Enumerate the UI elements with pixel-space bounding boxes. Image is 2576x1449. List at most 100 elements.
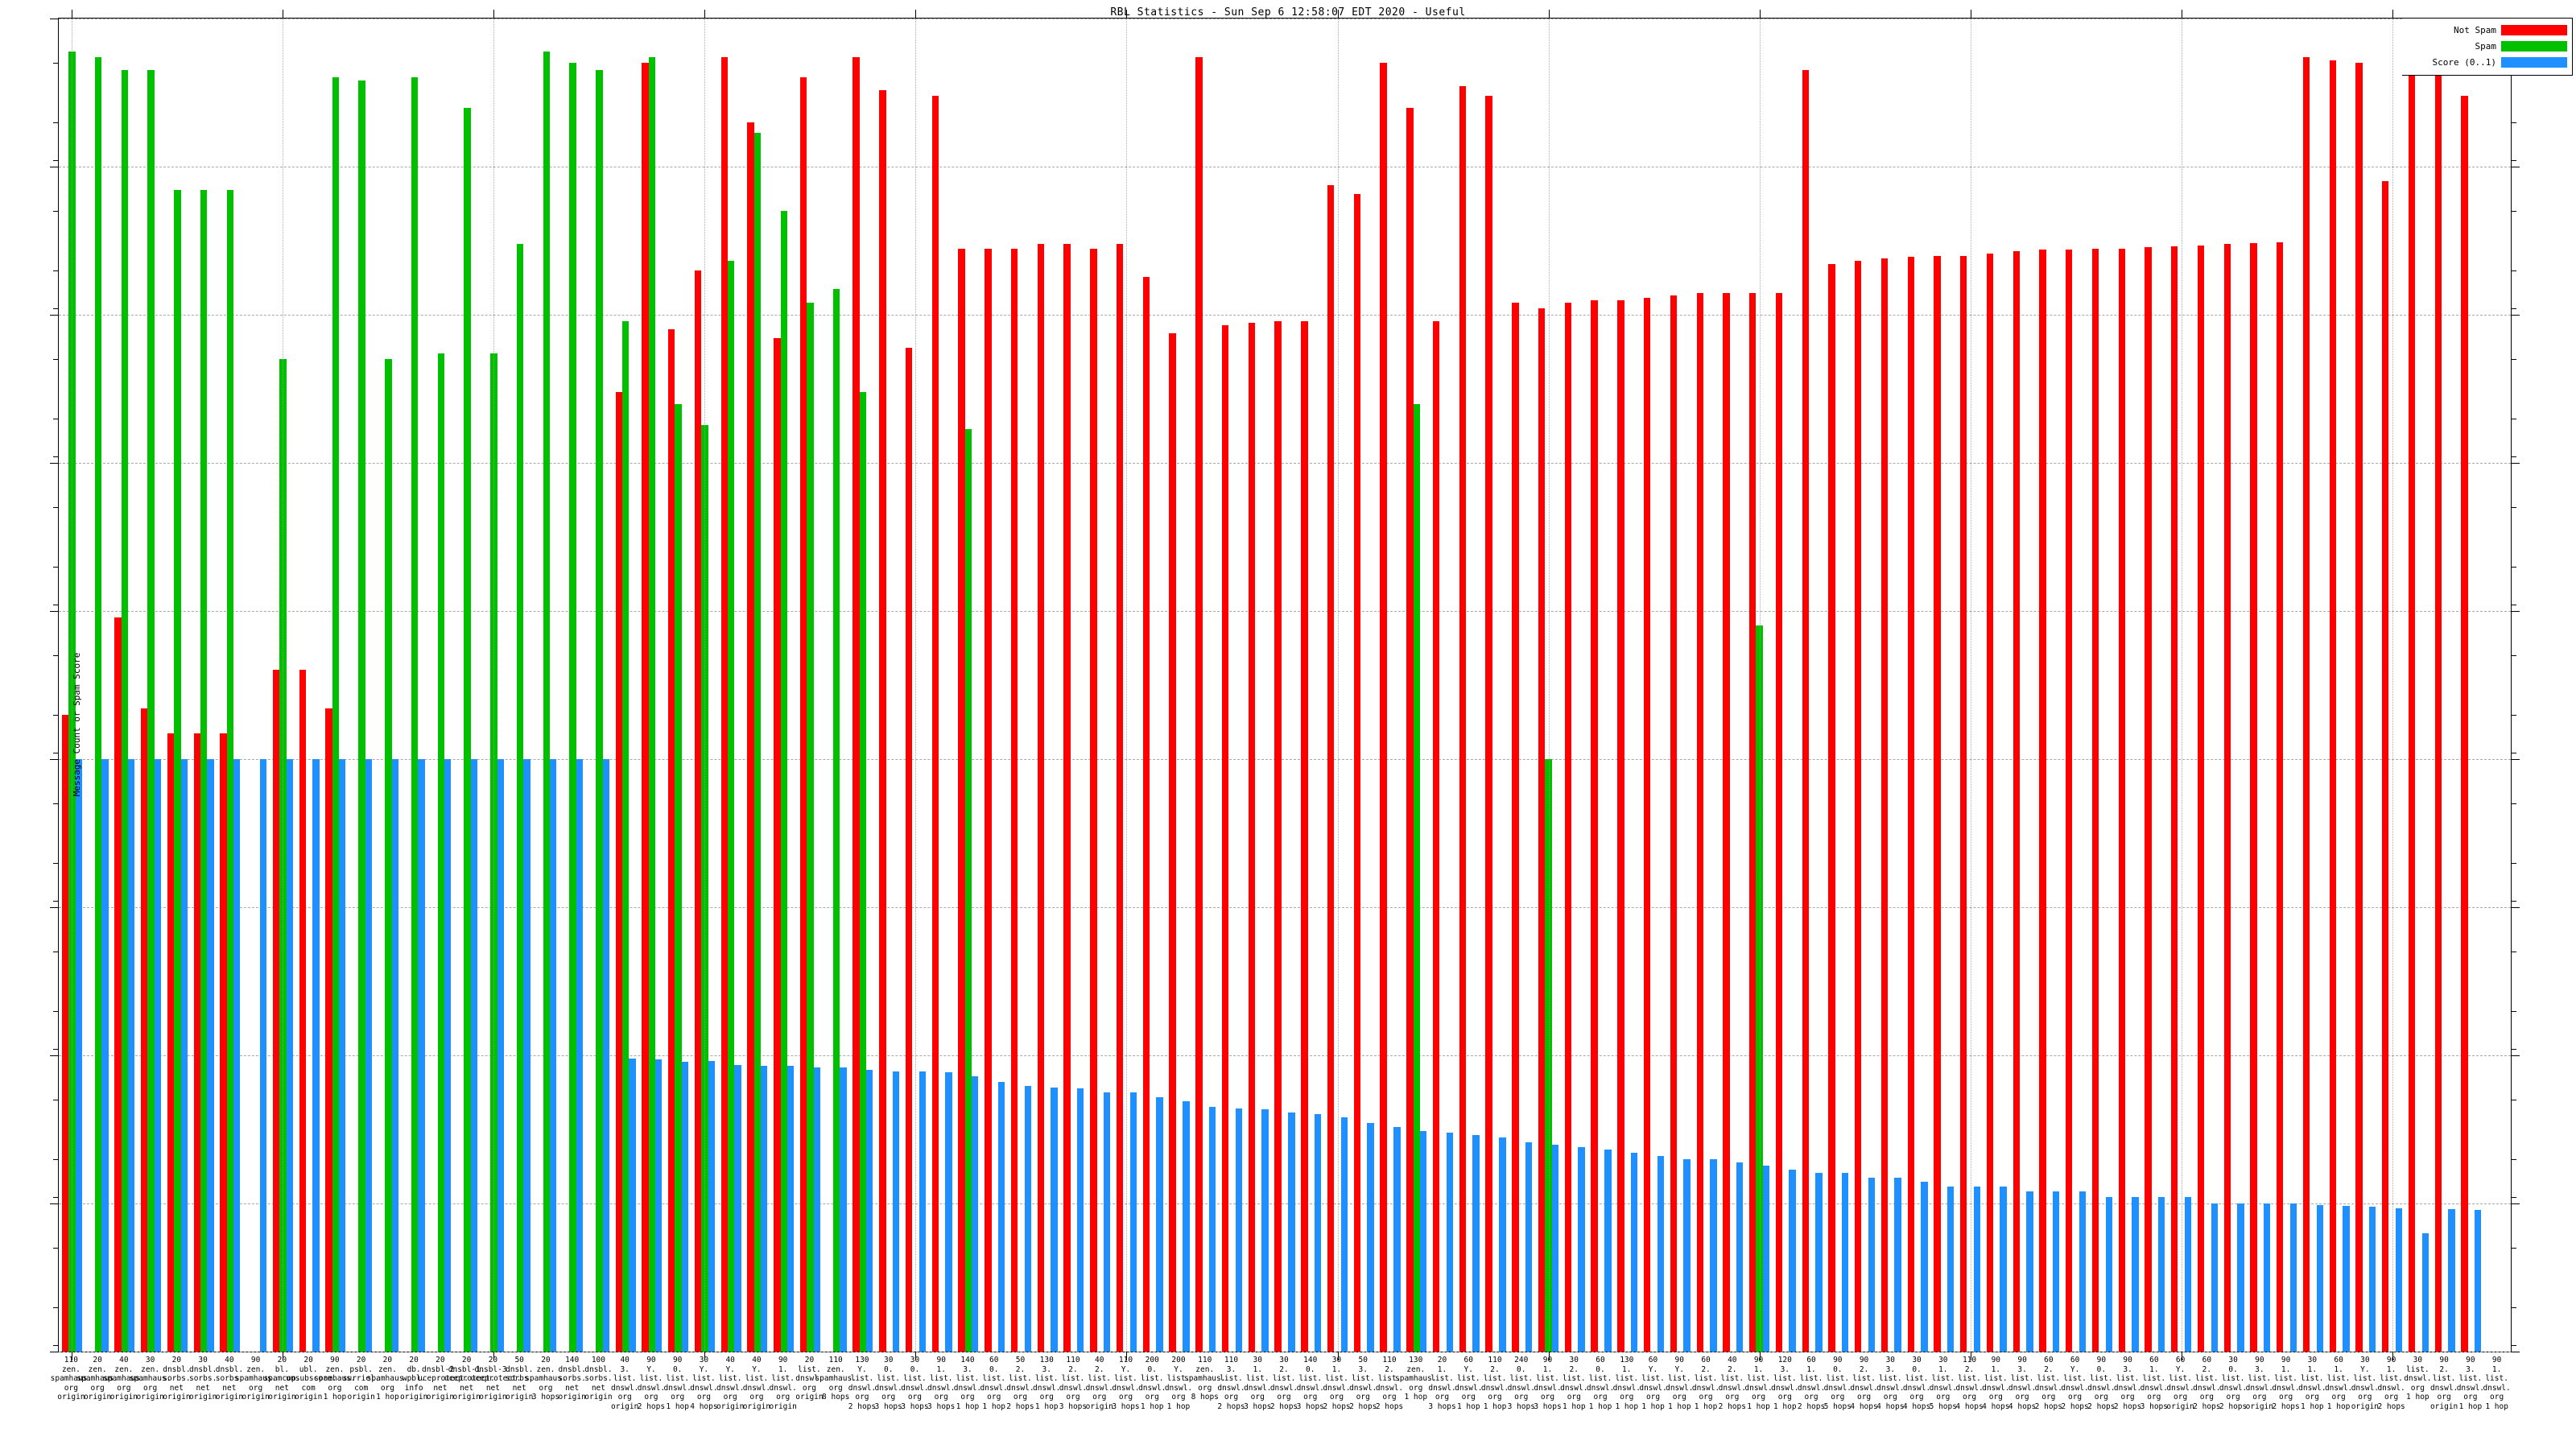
x-tick-label: 20 psbl. surriel. com origin [342,1356,380,1402]
bar-score [550,759,557,1352]
y-tick-minor-right [2511,1196,2516,1198]
bar-score [1077,1088,1084,1352]
y-tick [50,1203,59,1204]
y-tick-minor [53,211,59,213]
bar-not-spam [1116,244,1124,1352]
x-tick-label: 40 dnsbl. sorbs. net origin [215,1356,244,1402]
bar-score [786,1066,795,1352]
y-tick-minor [53,1344,59,1346]
x-tick-label: 20 zen. spamhaus. org origin [76,1356,118,1402]
bar-score [919,1071,926,1352]
x-gridline [1126,19,1128,1352]
bar-score [2289,1203,2297,1352]
bar-score [1288,1113,1295,1352]
bar-group [270,19,296,1352]
bar-group [59,19,85,1352]
x-tick-label: 30 2. list. dnswl. org 1 hop [1560,1356,1588,1411]
bar-group [1351,19,1377,1352]
x-tick-label: 30 2. list. dnswl. org 2 hops [1269,1356,1298,1411]
x-tick-label: 110 zen. spamhaus. org 8 hops [815,1356,857,1402]
bar-group [2141,19,2168,1352]
x-tick-label: 60 1. list. dnswl. org 3 hops [2140,1356,2168,1411]
x-tick-label: 90 zen. spamhaus. org 1 hop [314,1356,356,1402]
bar-group [1403,19,1430,1352]
bar-score [75,759,82,1352]
bar-score [813,1067,820,1352]
bar-score [2264,1203,2271,1352]
bar-spam [121,69,129,1352]
bar-not-spam [799,77,807,1352]
x-tick [1337,10,1339,19]
bar-group [902,19,929,1352]
bar-not-spam [1327,185,1335,1352]
y-tick-minor [53,1307,59,1308]
bar-score [2132,1197,2139,1352]
bar-not-spam [2434,51,2442,1352]
bar-score [1578,1147,1585,1352]
y-tick-minor [53,63,59,64]
bar-group [1667,19,1694,1352]
bar-score [1525,1141,1533,1352]
x-tick-label: 30 3. list. dnswl. org 4 hops [1876,1356,1905,1411]
legend-item-not-spam: Not Spam [2407,22,2567,38]
x-gridline [704,19,706,1352]
bar-not-spam [1880,258,1889,1352]
legend-swatch-spam [2501,40,2567,52]
x-gridline [1548,19,1550,1352]
y-tick-minor [53,159,59,161]
bar-not-spam [325,708,332,1352]
bar-not-spam [1828,264,1835,1352]
bar-spam [833,288,840,1352]
bar-group [2379,19,2405,1352]
bar-spam [490,353,497,1352]
bar-group [1852,19,1878,1352]
bar-group [2221,19,2248,1352]
bar-score [972,1076,979,1352]
bar-group [2458,19,2484,1352]
x-tick-label: 60 2. list. dnswl. org 2 hops [2193,1356,2221,1411]
bar-group [613,19,639,1352]
x-gridline [493,19,495,1352]
x-tick-label: 90 Y. list. dnswl. org 2 hops [637,1356,666,1411]
y-tick-right [2511,611,2520,612]
y-tick-minor [53,1158,59,1160]
y-tick-minor [53,308,59,309]
x-gridline [2392,19,2393,1352]
bar-score [1393,1126,1401,1352]
x-tick-label: 90 1. list. dnswl. org 3 hops [927,1356,956,1411]
bar-score [866,1069,873,1352]
bar-score [1314,1114,1322,1352]
y-tick-right [2511,1203,2520,1204]
x-tick-label: 90 2. list. dnswl. org 4 hops [1850,1356,1878,1411]
bar-not-spam [2197,245,2205,1352]
bar-spam [437,353,445,1352]
bar-group [507,19,534,1352]
bar-group [1878,19,1905,1352]
y-tick-minor [53,1010,59,1012]
bar-score [2079,1191,2087,1352]
y-tick-minor [53,566,59,568]
x-tick-bottom [2392,1352,2393,1360]
bar-group [1192,19,1219,1352]
bar-score [2316,1204,2323,1352]
y-tick [50,907,59,908]
bar-score [2369,1207,2376,1352]
x-tick-label: 90 1. list. dnswl. org origin [769,1356,797,1411]
bar-not-spam [1010,248,1018,1352]
x-tick-label: 20 db. wpbl. info origin [399,1356,428,1402]
bar-group [1930,19,1957,1352]
bar-not-spam [2145,247,2152,1352]
bar-not-spam [193,733,200,1352]
x-tick [1126,10,1128,19]
bar-not-spam [1142,277,1150,1352]
bar-spam [596,69,603,1352]
bar-group [2432,19,2458,1352]
x-tick-label: 110 2. list. dnswl. org 3 hops [1059,1356,1088,1411]
x-tick-label: 20 dnsbl-3. uceprotect. net origin [470,1356,522,1402]
bar-not-spam [720,56,728,1352]
x-tick-label: 30 0. list. dnswl. org 3 hops [901,1356,929,1411]
bar-group [2036,19,2062,1352]
x-tick-label: 30 list. dnswl. org 1 hop [2404,1356,2432,1402]
bar-not-spam [1432,321,1440,1352]
